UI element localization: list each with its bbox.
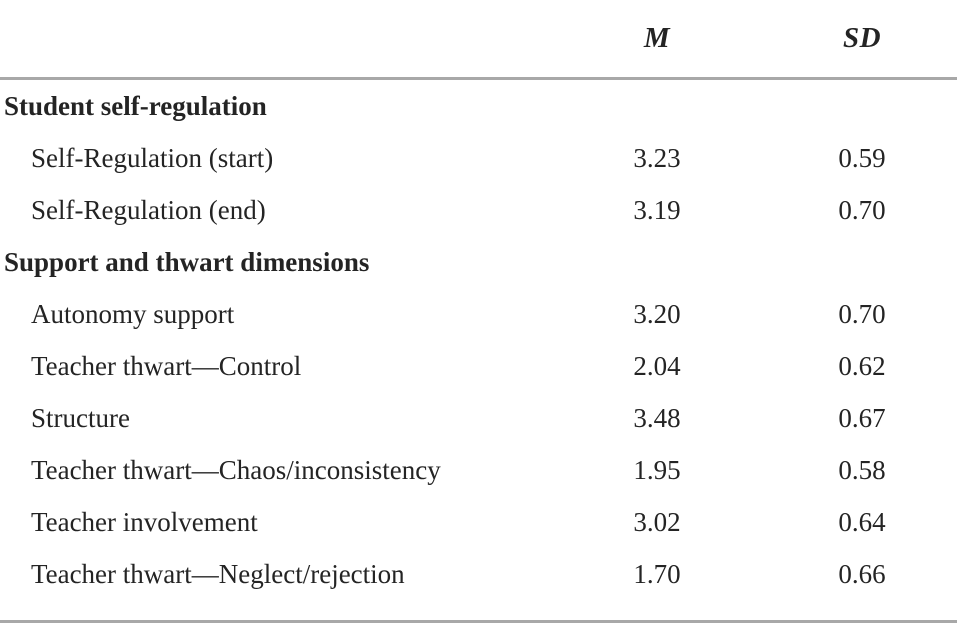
row-label: Student self-regulation [4,90,267,121]
row-mean-value: 3.19 [633,194,681,225]
row-sd-value: 0.58 [838,454,886,485]
row-mean-value [547,236,767,288]
row-label: Structure [31,402,130,433]
row-mean-value: 3.02 [633,506,681,537]
row-label: Teacher thwart—Chaos/inconsistency [31,454,441,485]
descriptive-statistics-table: M SD Student self-regulation Self-Regulat… [0,0,957,623]
row-mean-value: 3.20 [633,298,681,329]
row-sd-value [767,79,957,133]
table-row: Structure 3.48 0.67 [0,392,957,444]
row-label: Self-Regulation (start) [31,142,274,173]
row-label: Support and thwart dimensions [4,246,370,277]
table-row: Self-Regulation (start) 3.23 0.59 [0,132,957,184]
row-mean-value: 3.48 [633,402,681,433]
row-sd-value: 0.64 [838,506,886,537]
row-sd-value: 0.70 [838,298,886,329]
row-mean-value: 3.23 [633,142,681,173]
table-row: Teacher thwart—Control 2.04 0.62 [0,340,957,392]
row-sd-value: 0.59 [838,142,886,173]
row-sd-value [767,236,957,288]
row-label: Autonomy support [31,298,235,329]
header-cell-mean: M [547,0,767,80]
row-label: Teacher thwart—Control [31,350,302,381]
row-sd-value: 0.67 [838,402,886,433]
table-row: Teacher thwart—Neglect/rejection 1.70 0.66 [0,548,957,623]
table-row: Self-Regulation (end) 3.19 0.70 [0,184,957,236]
row-sd-value: 0.66 [767,548,957,623]
row-label: Self-Regulation (end) [31,194,266,225]
header-cell-empty [0,0,547,80]
header-row: M SD [0,0,957,80]
row-label: Teacher thwart—Neglect/rejection [0,548,547,623]
section-header-row: Student self-regulation [0,79,957,133]
row-mean-value: 1.70 [547,548,767,623]
table-row: Teacher thwart—Chaos/inconsistency 1.95 0.… [0,444,957,496]
row-mean-value: 1.95 [633,454,681,485]
row-label: Teacher involvement [31,506,258,537]
section-header-row: Support and thwart dimensions [0,236,957,288]
table-row: Teacher involvement 3.02 0.64 [0,496,957,548]
row-sd-value: 0.62 [838,350,886,381]
row-sd-value: 0.70 [838,194,886,225]
table-body: Student self-regulation Self-Regulation (… [0,79,957,623]
row-mean-value [547,79,767,133]
header-cell-sd: SD [767,0,957,80]
table-row: Autonomy support 3.20 0.70 [0,288,957,340]
row-mean-value: 2.04 [633,350,681,381]
